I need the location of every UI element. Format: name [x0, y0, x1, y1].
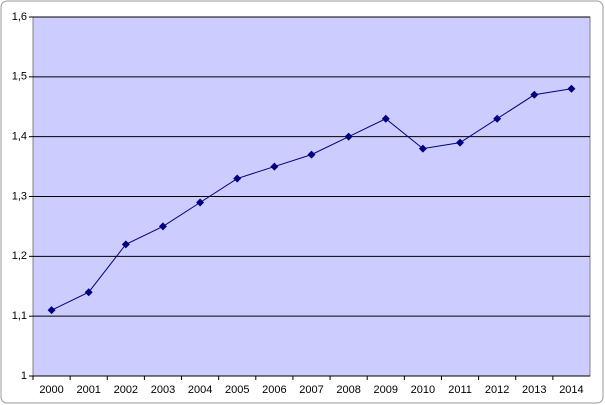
y-tick-label: 1	[21, 370, 27, 382]
x-tick-label: 2014	[559, 384, 583, 396]
x-tick-label: 2012	[485, 384, 509, 396]
marker	[196, 198, 205, 207]
x-tick-label: 2007	[299, 384, 323, 396]
marker	[344, 132, 353, 141]
x-tick-label: 2011	[448, 384, 472, 396]
marker	[47, 306, 56, 315]
x-tick-label: 2001	[76, 384, 100, 396]
x-tick-label: 2006	[262, 384, 286, 396]
x-tick-label: 2003	[151, 384, 175, 396]
marker	[381, 114, 390, 123]
y-tick-label: 1,6	[12, 11, 27, 23]
x-tick-label: 2010	[411, 384, 435, 396]
marker	[307, 150, 316, 159]
marker	[493, 114, 502, 123]
marker	[530, 90, 539, 99]
marker	[121, 240, 130, 249]
y-tick-label: 1,3	[12, 190, 27, 202]
x-tick-label: 2005	[225, 384, 249, 396]
marker	[456, 138, 465, 147]
x-tick-label: 2002	[114, 384, 138, 396]
x-tick-label: 2008	[336, 384, 360, 396]
x-tick-label: 2000	[39, 384, 63, 396]
marker	[84, 288, 93, 297]
marker	[158, 222, 167, 231]
y-tick-label: 1,2	[12, 250, 27, 262]
x-tick-label: 2004	[188, 384, 212, 396]
y-tick-label: 1,4	[12, 131, 27, 143]
marker	[270, 162, 279, 171]
marker	[567, 84, 576, 93]
marker	[233, 174, 242, 183]
x-tick-label: 2013	[522, 384, 546, 396]
x-tick-label: 2009	[374, 384, 398, 396]
marker	[418, 144, 427, 153]
y-tick-label: 1,5	[12, 71, 27, 83]
y-tick-label: 1,1	[12, 310, 27, 322]
